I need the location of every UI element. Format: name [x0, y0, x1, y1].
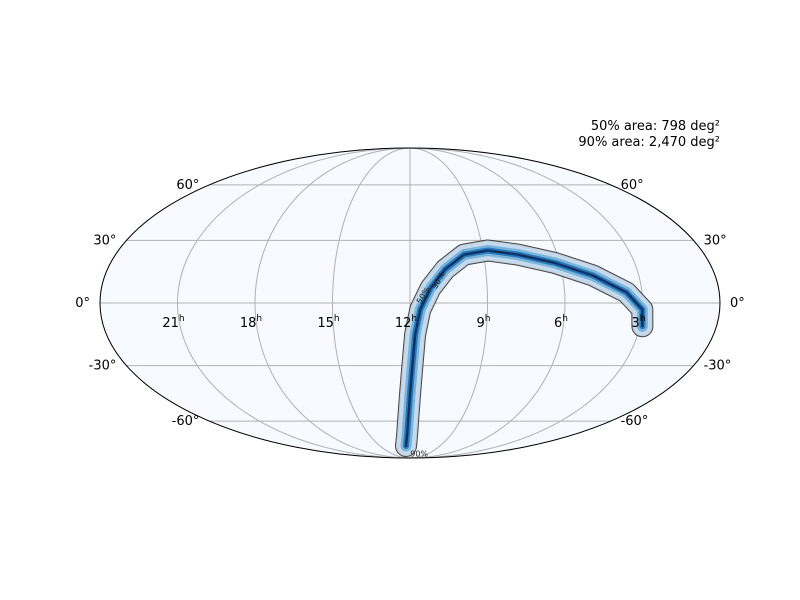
ra-grid-line: [176, 148, 411, 458]
region-peak-band: [404, 249, 644, 448]
dec-tick-label-left: -30°: [89, 359, 117, 374]
ra-grid-line: [409, 148, 566, 458]
ra-tick-unit: h: [485, 314, 491, 324]
dec-tick-label-right: -60°: [621, 414, 649, 429]
area-50-label: 50% area: 798 deg²: [590, 119, 720, 134]
dec-tick-label-right: 60°: [621, 178, 644, 193]
dec-tick-label-right: 0°: [730, 296, 745, 311]
ra-grid-line: [254, 148, 411, 458]
ra-tick-unit: h: [179, 314, 185, 324]
ra-tick-unit: h: [334, 314, 340, 324]
dec-tick-label-right: 30°: [704, 233, 727, 248]
ra-tick-unit: h: [640, 314, 646, 324]
area-90-label: 90% area: 2,470 deg²: [578, 135, 720, 150]
ra-grid-line: [409, 148, 489, 458]
dec-tick-label-left: -60°: [172, 414, 200, 429]
credible-region: [395, 239, 654, 457]
contour-label: 90%: [410, 449, 428, 458]
dec-tick-label-right: -30°: [704, 359, 732, 374]
area-annotation: 50% area: 798 deg² 90% area: 2,470 deg²: [578, 119, 720, 151]
ra-tick-unit: h: [256, 314, 262, 324]
ra-tick-unit: h: [411, 314, 417, 324]
dec-tick-label-left: 60°: [176, 178, 199, 193]
ra-grid-line: [331, 148, 411, 458]
dec-tick-label-left: 0°: [75, 296, 90, 311]
ra-tick-unit: h: [562, 314, 568, 324]
sky-boundary: [99, 147, 721, 459]
grid-lines: [100, 148, 720, 458]
dec-tick-label-left: 30°: [93, 233, 116, 248]
